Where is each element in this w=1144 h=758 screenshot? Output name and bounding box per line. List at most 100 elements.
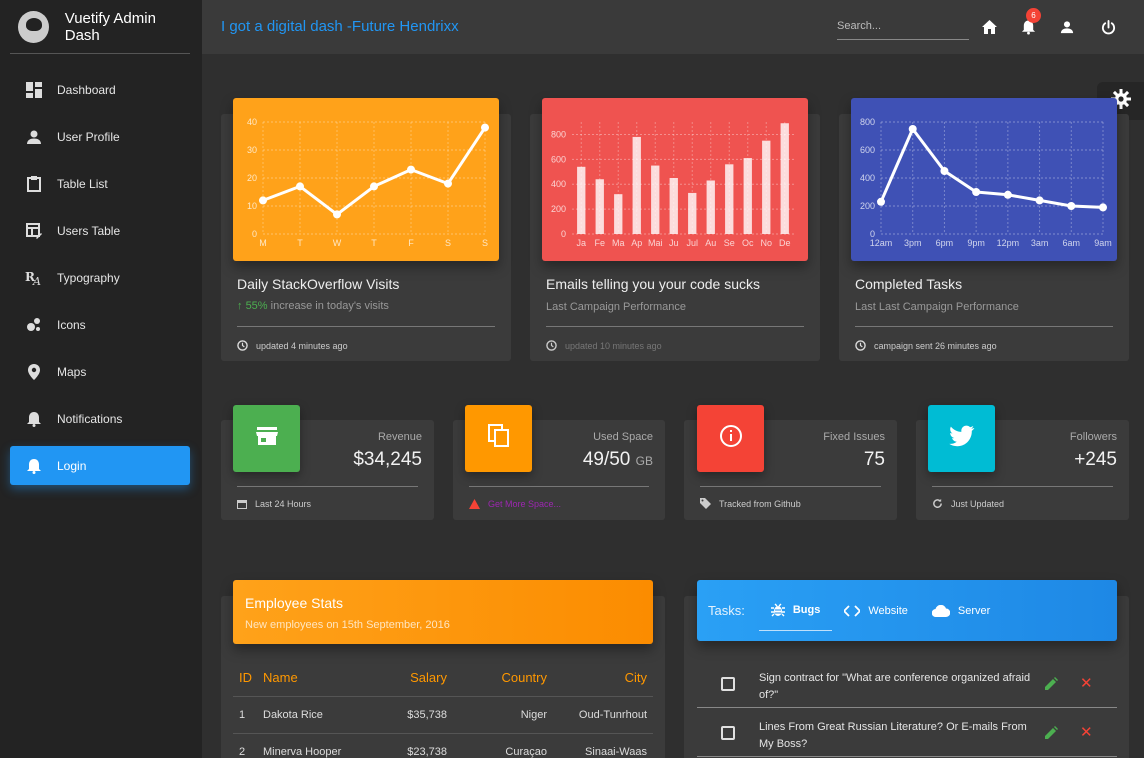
brand-title: Vuetify Admin Dash [64, 9, 156, 44]
get-more-space-link[interactable]: Get More Space... [488, 499, 562, 509]
card-footer: Tracked from Github [700, 498, 801, 509]
bar [688, 192, 697, 234]
column-header-country[interactable]: Country [453, 660, 553, 697]
x-tick-label: S [482, 238, 488, 248]
bar [632, 136, 641, 234]
employee-stats-header: Employee Stats New employees on 15th Sep… [233, 580, 653, 644]
sidebar-item-notifications[interactable]: Notifications [10, 399, 190, 438]
card-title: Completed Tasks [855, 276, 963, 292]
bar [780, 123, 789, 234]
tab-bugs[interactable]: Bugs [758, 591, 833, 631]
sidebar-item-label: Table List [57, 176, 108, 191]
chart-emails: 0 200 400 600 800 Ja Fe Ma Ap Mai Ju Jul Au Se Oc No De [542, 98, 808, 261]
edit-icon[interactable] [1045, 677, 1058, 695]
column-header-id[interactable]: ID [233, 660, 263, 697]
data-point [1035, 196, 1044, 205]
x-tick-label: No [760, 238, 772, 248]
search-input[interactable]: Search... [837, 16, 969, 40]
card-title: Daily StackOverflow Visits [237, 276, 400, 292]
y-tick-label: 600 [860, 145, 875, 155]
logo-avatar [18, 10, 49, 43]
sidebar-item-login[interactable]: Login [10, 446, 190, 485]
chart-emails-svg: 0 200 400 600 800 Ja Fe Ma Ap Mai Ju Jul Au Se Oc No De [551, 122, 794, 248]
x-tick-label: T [371, 238, 377, 248]
tasks-label: Tasks: [708, 603, 745, 618]
brand[interactable]: Vuetify Admin Dash [10, 0, 190, 54]
sidebar-item-user-profile[interactable]: User Profile [10, 117, 190, 156]
data-point [259, 196, 267, 205]
bar [614, 194, 623, 234]
data-point [481, 123, 489, 132]
notification-count-badge: 6 [1026, 8, 1041, 23]
sidebar-item-icons[interactable]: Icons [10, 305, 190, 344]
tasks-header: Tasks: Bugs Website Server [697, 580, 1117, 641]
sidebar-item-users-table[interactable]: Users Table [10, 211, 190, 250]
dashboard-icon [25, 81, 43, 99]
y-tick-label: 800 [860, 117, 875, 127]
x-tick-label: F [408, 238, 414, 248]
y-tick-label: 200 [551, 204, 566, 214]
stat-value-number: 49/50 [582, 449, 631, 470]
gear-icon [1110, 88, 1131, 114]
x-tick-label: Ju [669, 238, 679, 248]
bell-icon [25, 457, 43, 475]
cell-name: Minerva Hooper [263, 733, 373, 758]
account-icon[interactable] [1057, 17, 1077, 37]
card-subtitle: Last Last Campaign Performance [855, 301, 1019, 313]
y-tick-label: 10 [247, 201, 257, 211]
data-point [1003, 190, 1012, 199]
twitter-icon [948, 425, 975, 452]
close-icon[interactable]: ✕ [1080, 724, 1093, 741]
column-header-salary[interactable]: Salary [373, 660, 453, 697]
task-checkbox[interactable] [721, 677, 735, 691]
column-header-name[interactable]: Name [263, 660, 373, 697]
x-tick-label: Au [705, 238, 716, 248]
tab-server[interactable]: Server [920, 591, 1002, 631]
employee-stats-title: Employee Stats [245, 595, 344, 611]
bar [577, 166, 586, 234]
x-tick-label: Jul [686, 238, 698, 248]
y-tick-label: 0 [870, 229, 875, 239]
edit-icon[interactable] [1045, 726, 1058, 744]
chart-visits-svg: 0 10 20 30 40 M T W T F S S [247, 117, 489, 248]
x-tick-label: 12am [870, 238, 893, 248]
task-text: Lines From Great Russian Literature? Or … [759, 721, 1027, 750]
x-tick-label: De [779, 238, 791, 248]
sidebar-item-table-list[interactable]: Table List [10, 164, 190, 203]
sidebar-item-label: Dashboard [57, 82, 116, 97]
data-point [972, 188, 981, 196]
y-tick-label: 400 [551, 179, 566, 189]
sidebar-item-maps[interactable]: Maps [10, 352, 190, 391]
y-tick-label: 20 [247, 173, 257, 183]
calendar-icon [237, 499, 247, 509]
card-footer[interactable]: Get More Space... [469, 499, 561, 509]
footer-text: campaign sent 26 minutes ago [874, 340, 997, 351]
data-point [296, 182, 304, 191]
sidebar-item-label: Typography [57, 270, 120, 285]
data-point [908, 125, 917, 133]
toolbar-title: I got a digital dash -Future Hendrixx [221, 18, 459, 35]
column-header-city[interactable]: City [553, 660, 653, 697]
tab-label: Website [868, 604, 908, 617]
task-checkbox[interactable] [721, 726, 735, 740]
notification-bell-icon[interactable] [1018, 17, 1038, 37]
x-tick-label: 12pm [997, 238, 1020, 248]
stat-label: Fixed Issues [823, 431, 885, 443]
sidebar-item-dashboard[interactable]: Dashboard [10, 70, 190, 109]
y-tick-label: 600 [551, 154, 566, 164]
stat-icon-box [233, 405, 300, 472]
power-icon[interactable] [1098, 17, 1118, 37]
bar [595, 179, 604, 234]
stat-value: +245 [1074, 449, 1117, 470]
data-point [444, 179, 452, 188]
tab-website[interactable]: Website [832, 591, 920, 631]
home-icon[interactable] [979, 17, 999, 37]
data-point [877, 197, 885, 206]
x-tick-label: T [297, 238, 303, 248]
y-tick-label: 200 [860, 201, 875, 211]
x-tick-label: Ap [631, 238, 642, 248]
close-icon[interactable]: ✕ [1080, 675, 1093, 692]
sidebar: Vuetify Admin Dash Dashboard User Profil… [0, 0, 202, 758]
divider [237, 326, 495, 327]
